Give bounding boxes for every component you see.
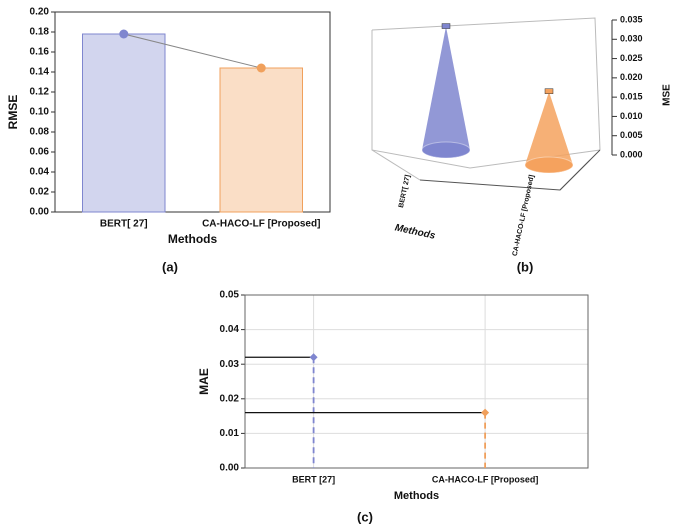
cone — [422, 26, 470, 159]
z-tick-label: 0.005 — [620, 130, 643, 140]
x-axis-label: Methods — [394, 490, 439, 502]
y-tick-label: 0.04 — [30, 167, 50, 178]
z-tick-label: 0.015 — [620, 92, 643, 102]
y-tick-label: 0.02 — [30, 187, 50, 198]
panel-caption: (a) — [162, 259, 178, 274]
z-tick-label: 0.020 — [620, 72, 643, 82]
plot-frame — [244, 294, 589, 469]
y-tick-label: 0.01 — [220, 428, 240, 439]
point — [119, 29, 129, 39]
z-tick-label: 0.010 — [620, 111, 643, 121]
point — [256, 63, 266, 73]
y-tick-label: 0.14 — [30, 67, 50, 78]
x-tick-label: CA-HACO-LF [Proposed] — [202, 219, 320, 230]
trend-line — [123, 33, 262, 69]
bar — [82, 33, 166, 213]
marker — [481, 408, 490, 417]
cone-base — [421, 141, 471, 159]
y-tick-label: 0.00 — [220, 463, 240, 474]
y-tick-label: 0.04 — [220, 324, 240, 335]
cone-base — [524, 156, 574, 174]
z-tick-label: 0.000 — [620, 149, 643, 159]
cone-cap — [544, 88, 554, 94]
z-tick-label: 0.030 — [620, 34, 643, 44]
z-tick-label: 0.025 — [620, 53, 643, 63]
y-tick-label: 0.20 — [30, 7, 50, 18]
y-tick-label: 0.16 — [30, 47, 50, 58]
y-tick-label: 0.05 — [220, 290, 240, 301]
x-tick-label: BERT [27] — [292, 474, 335, 484]
panel-caption: (c) — [357, 509, 373, 524]
z-tick-label: 0.035 — [620, 14, 643, 24]
x-axis-label: Methods — [168, 232, 218, 246]
marker — [309, 353, 318, 362]
x-tick-label: CA-HACO-LF [Proposed] — [432, 474, 539, 484]
y-tick-label: 0.02 — [220, 393, 240, 404]
y-tick-label: 0.08 — [30, 127, 50, 138]
y-tick-label: 0.18 — [30, 27, 50, 38]
y-tick-label: 0.10 — [30, 107, 50, 118]
bar — [219, 67, 303, 213]
y-tick-label: 0.03 — [220, 359, 240, 370]
y-tick-label: 0.06 — [30, 147, 50, 158]
y-tick-label: 0.00 — [30, 207, 50, 218]
y-axis-label: MAE — [197, 368, 211, 395]
y-tick-label: 0.12 — [30, 87, 50, 98]
x-tick-label: BERT[ 27] — [398, 174, 412, 208]
cone-cap — [441, 23, 451, 29]
panel-caption: (b) — [517, 259, 534, 274]
z-axis-label: MSE — [662, 84, 673, 106]
x-tick-label: BERT[ 27] — [100, 219, 148, 230]
x-axis-label: Methods — [394, 222, 437, 241]
y-axis-label: RMSE — [6, 95, 20, 130]
cone — [525, 91, 573, 173]
